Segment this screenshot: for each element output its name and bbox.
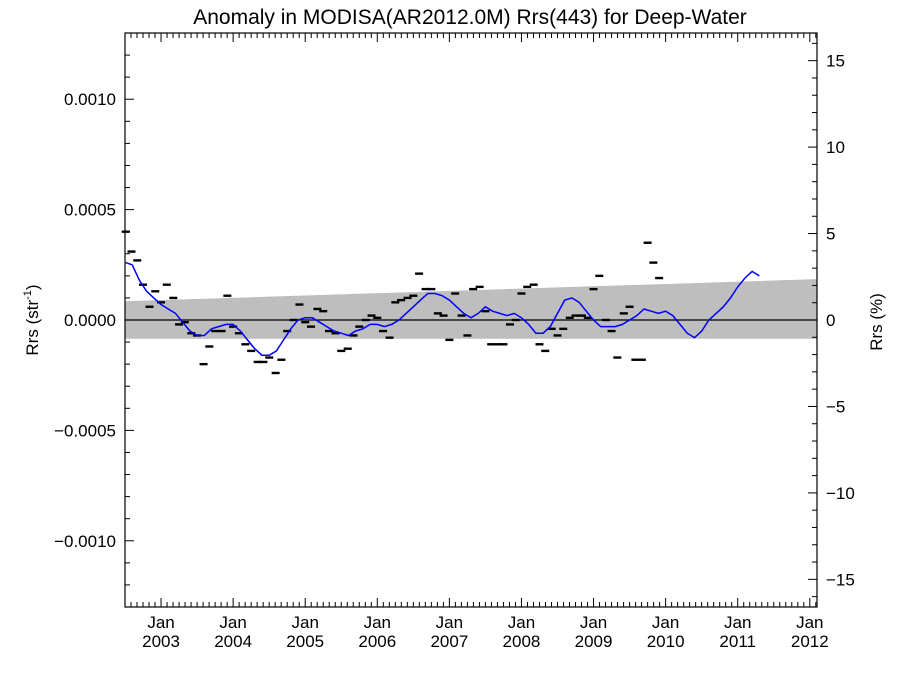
y-left-tick-label: −0.0010 <box>54 532 116 551</box>
tick-labels-layer: 0.0010 0.0005 0.0000 −0.0005 −0.0010 15 10 5 0 −5… <box>54 52 855 651</box>
y-right-tick-label: 5 <box>826 225 835 244</box>
y-axis-left-label-sup: -1 <box>22 290 34 300</box>
uncertainty-band <box>125 279 817 339</box>
x-tick-label-month: Jan <box>364 613 391 632</box>
y-axis-left-label: Rrs (str-1) <box>22 284 42 355</box>
x-tick-label-month: Jan <box>147 613 174 632</box>
y-axis-left-label-text: Rrs (str <box>23 300 42 356</box>
x-tick-label-month: Jan <box>291 613 318 632</box>
y-axis-left-label-close: ) <box>23 284 42 290</box>
y-left-tick-label: 0.0010 <box>64 90 116 109</box>
x-tick-label-year: 2004 <box>214 632 252 651</box>
smooth-line-layer <box>125 261 760 357</box>
uncertainty-band-layer <box>125 279 817 339</box>
x-tick-label-month: Jan <box>219 613 246 632</box>
x-tick-label-year: 2011 <box>719 632 756 651</box>
y-right-tick-label: 0 <box>826 311 835 330</box>
y-right-tick-label: 15 <box>826 52 845 71</box>
x-tick-label-year: 2008 <box>503 632 541 651</box>
y-right-tick-label: 10 <box>826 138 845 157</box>
y-left-tick-label: 0.0005 <box>64 201 116 220</box>
x-tick-label-year: 2012 <box>791 632 829 651</box>
x-tick-label-year: 2009 <box>575 632 613 651</box>
x-tick-label-month: Jan <box>724 613 751 632</box>
y-left-tick-label: −0.0005 <box>54 421 116 440</box>
y-axis-right-label: Rrs (%) <box>867 293 886 351</box>
x-tick-label-year: 2007 <box>430 632 468 651</box>
x-tick-label-year: 2005 <box>286 632 324 651</box>
x-tick-label-year: 2010 <box>647 632 685 651</box>
axes-layer <box>124 32 818 608</box>
chart-title: Anomaly in MODISA(AR2012.0M) Rrs(443) fo… <box>193 6 747 29</box>
y-right-tick-label: −15 <box>826 570 855 589</box>
x-tick-label-year: 2003 <box>142 632 180 651</box>
x-tick-label-month: Jan <box>580 613 607 632</box>
smooth-line <box>125 261 760 357</box>
y-right-tick-label: −10 <box>826 484 855 503</box>
x-tick-label-month: Jan <box>508 613 535 632</box>
x-tick-label-month: Jan <box>796 613 823 632</box>
x-tick-label-month: Jan <box>436 613 463 632</box>
y-left-tick-label: 0.0000 <box>64 311 116 330</box>
x-tick-label-year: 2006 <box>358 632 396 651</box>
x-tick-label-month: Jan <box>652 613 679 632</box>
y-right-tick-label: −5 <box>826 397 845 416</box>
